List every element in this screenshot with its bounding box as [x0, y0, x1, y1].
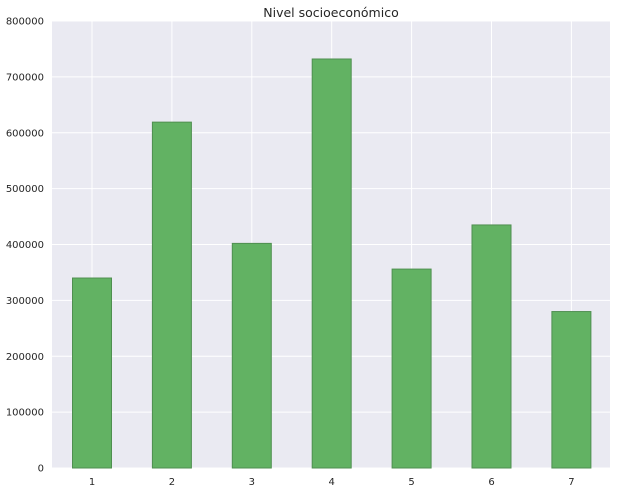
- y-tick-label: 800000: [6, 17, 44, 28]
- y-tick-label: 500000: [6, 184, 44, 195]
- bars: [72, 58, 592, 469]
- x-tick-label: 5: [408, 477, 414, 488]
- x-tick-label: 1: [89, 477, 95, 488]
- y-tick-label: 100000: [6, 408, 44, 419]
- bar-1: [72, 277, 112, 469]
- y-tick-label: 600000: [6, 128, 44, 139]
- bar-5: [391, 268, 432, 469]
- y-tick-label: 0: [38, 464, 44, 475]
- y-axis-ticks: 0 100000 200000 300000 400000 500000 600000 700…: [6, 17, 44, 475]
- bar-4: [311, 58, 352, 469]
- bar-6: [471, 224, 512, 469]
- x-tick-label: 2: [169, 477, 175, 488]
- y-tick-label: 200000: [6, 352, 44, 363]
- x-tick-label: 7: [568, 477, 574, 488]
- y-tick-label: 700000: [6, 72, 44, 83]
- x-tick-label: 4: [329, 477, 335, 488]
- x-tick-label: 6: [488, 477, 494, 488]
- bar-7: [551, 311, 592, 469]
- x-tick-label: 3: [249, 477, 255, 488]
- x-axis-ticks: 1 2 3 4 5 6 7: [89, 477, 575, 488]
- bar-3: [231, 242, 272, 469]
- y-tick-label: 400000: [6, 240, 44, 251]
- bar-2: [151, 121, 192, 469]
- chart-title: Nivel socioeconómico: [263, 5, 398, 20]
- y-tick-label: 300000: [6, 296, 44, 307]
